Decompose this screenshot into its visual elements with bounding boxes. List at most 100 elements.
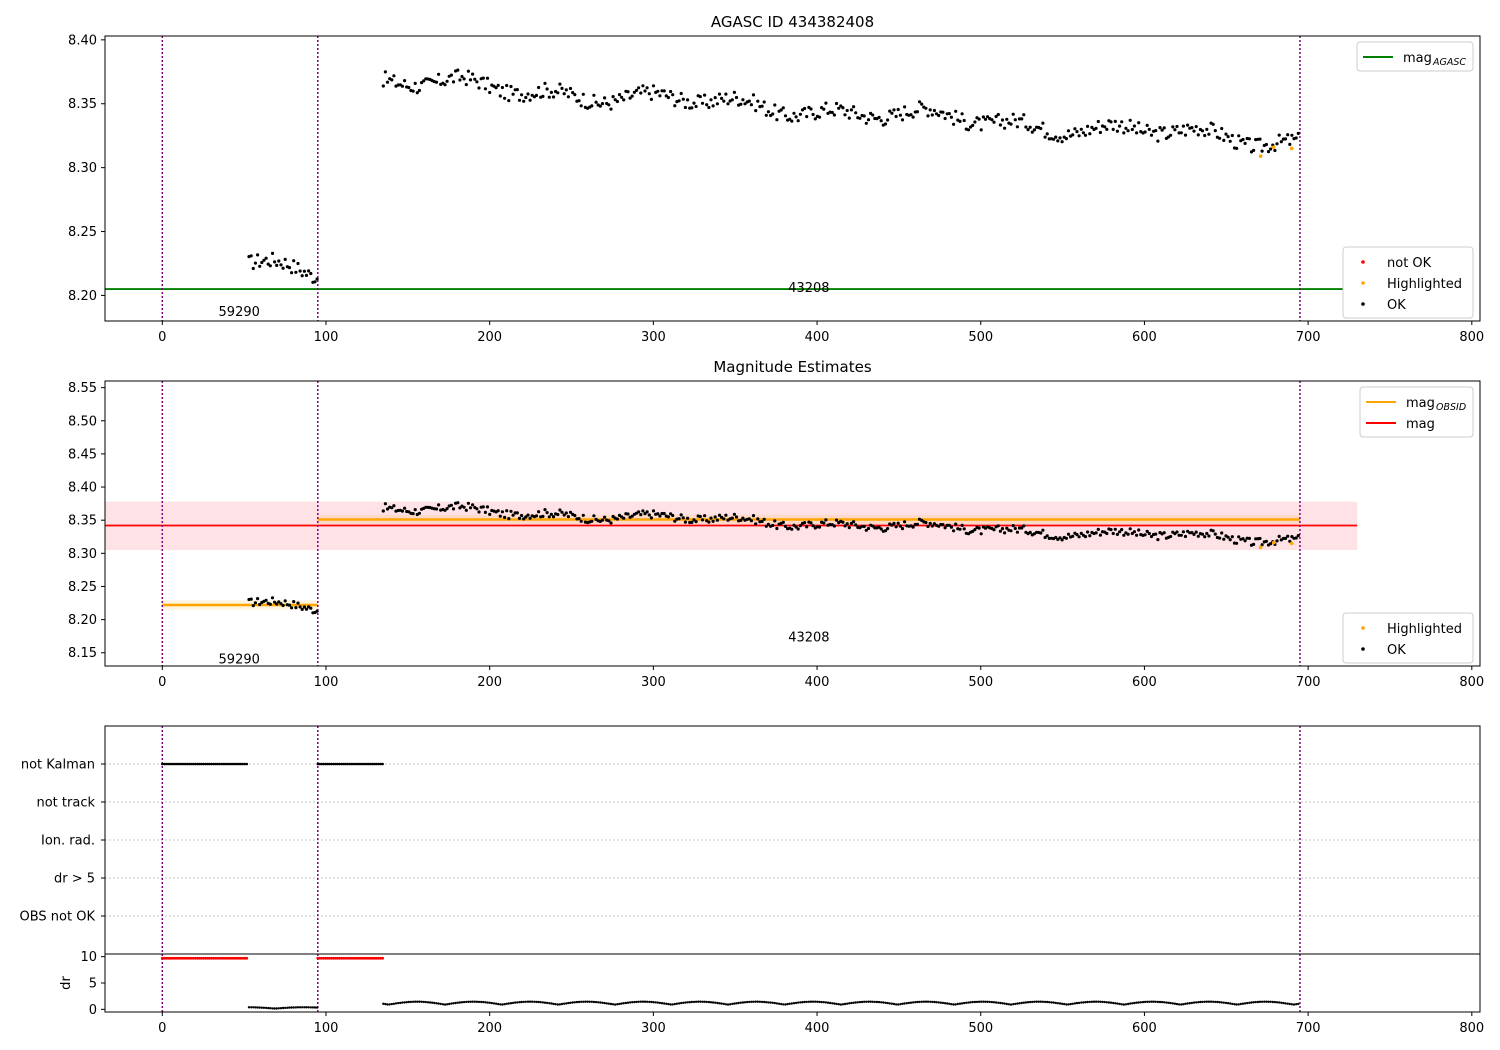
ok-point	[1064, 536, 1068, 540]
ok-point	[700, 101, 705, 105]
legend-label: OK	[1387, 298, 1406, 313]
ok-point	[309, 606, 313, 610]
ok-point	[803, 106, 807, 111]
ok-point	[820, 106, 824, 110]
ok-point	[1228, 139, 1232, 143]
dr-point	[886, 1001, 889, 1005]
dr-capped-point	[371, 956, 375, 960]
ok-point	[934, 112, 939, 116]
ok-point	[1247, 536, 1251, 541]
flag-category-label: dr > 5	[54, 872, 95, 887]
ok-point	[264, 256, 268, 260]
dr-point	[1190, 1001, 1194, 1005]
ok-point	[566, 515, 571, 519]
ok-point	[817, 525, 822, 529]
flag-point	[210, 762, 213, 766]
ok-point	[962, 527, 966, 531]
dr-capped-point	[180, 956, 184, 960]
dr-point	[760, 1000, 764, 1004]
ok-point	[1149, 133, 1154, 137]
ok-point	[730, 98, 734, 102]
dr-point	[765, 1001, 768, 1004]
dr-point	[860, 1000, 864, 1004]
dr-point	[599, 1001, 602, 1004]
ok-point	[739, 518, 743, 523]
dr-capped-point	[227, 956, 231, 960]
ok-point	[1137, 528, 1141, 532]
dr-point	[1229, 1002, 1232, 1005]
ok-point	[417, 88, 421, 93]
ok-point	[722, 517, 726, 521]
dr-point	[1116, 1002, 1119, 1005]
ok-point	[854, 111, 858, 115]
dr-capped-point	[188, 956, 192, 960]
dr-point	[739, 1001, 742, 1004]
ok-point	[1005, 526, 1009, 530]
ok-point	[692, 101, 696, 105]
ok-point	[847, 526, 851, 530]
dr-capped-point	[377, 956, 381, 960]
ok-point	[562, 513, 566, 517]
dr-point	[505, 1002, 508, 1005]
dr-point	[1005, 1002, 1008, 1006]
dr-point	[516, 1001, 519, 1004]
dr-point	[1024, 1001, 1028, 1004]
ok-point	[1132, 530, 1136, 534]
ok-point	[609, 521, 613, 525]
axes-frame	[104, 35, 1481, 322]
ok-point	[979, 128, 983, 132]
ok-point	[926, 524, 930, 529]
dr-point	[665, 1002, 668, 1005]
ok-point	[258, 264, 262, 268]
ok-point	[864, 528, 868, 532]
dr-capped-point	[202, 956, 205, 960]
dr-point	[633, 1000, 636, 1004]
ok-point	[577, 99, 581, 103]
dr-point	[1295, 1003, 1298, 1006]
ok-point	[1066, 532, 1071, 536]
ok-point	[766, 522, 771, 526]
dr-point	[990, 1000, 994, 1004]
ok-point	[1196, 534, 1200, 538]
dr-point	[1090, 1000, 1094, 1003]
ok-point	[1260, 149, 1264, 153]
dr-point	[467, 1000, 470, 1003]
dr-point	[597, 1001, 600, 1004]
dr-point	[986, 1000, 989, 1003]
dr-point	[982, 1000, 985, 1003]
ok-point	[866, 118, 871, 122]
ok-point	[1081, 131, 1085, 135]
ok-point	[471, 72, 475, 76]
dr-capped-point	[164, 956, 168, 960]
dr-point	[716, 1001, 719, 1005]
dr-capped-point	[162, 956, 166, 960]
ok-point	[1177, 533, 1181, 537]
dr-point	[1031, 1000, 1034, 1004]
ok-point	[287, 603, 292, 607]
ok-point	[556, 512, 560, 517]
dr-point	[460, 1001, 464, 1004]
dr-point	[1118, 1002, 1121, 1006]
dr-point	[1082, 1001, 1085, 1004]
dr-point	[1222, 1001, 1226, 1004]
dr-point	[607, 1002, 610, 1005]
ok-point	[1294, 136, 1298, 140]
ok-point	[903, 105, 907, 109]
ok-point	[1132, 124, 1136, 128]
ok-point	[300, 607, 304, 612]
ok-point	[1000, 118, 1005, 122]
dr-point	[1233, 1003, 1236, 1006]
flag-point	[363, 762, 367, 766]
ok-point	[709, 98, 713, 102]
dr-point	[701, 1000, 704, 1003]
dr-axis-label: dr	[59, 976, 74, 990]
ok-point	[879, 119, 883, 123]
dr-point	[941, 1001, 945, 1005]
ok-point	[834, 518, 839, 522]
flag-point	[381, 762, 384, 766]
dr-point	[892, 1002, 896, 1006]
ok-point	[275, 263, 279, 267]
ok-point	[843, 524, 847, 528]
ok-point	[1258, 536, 1262, 541]
flag-point	[190, 762, 194, 766]
